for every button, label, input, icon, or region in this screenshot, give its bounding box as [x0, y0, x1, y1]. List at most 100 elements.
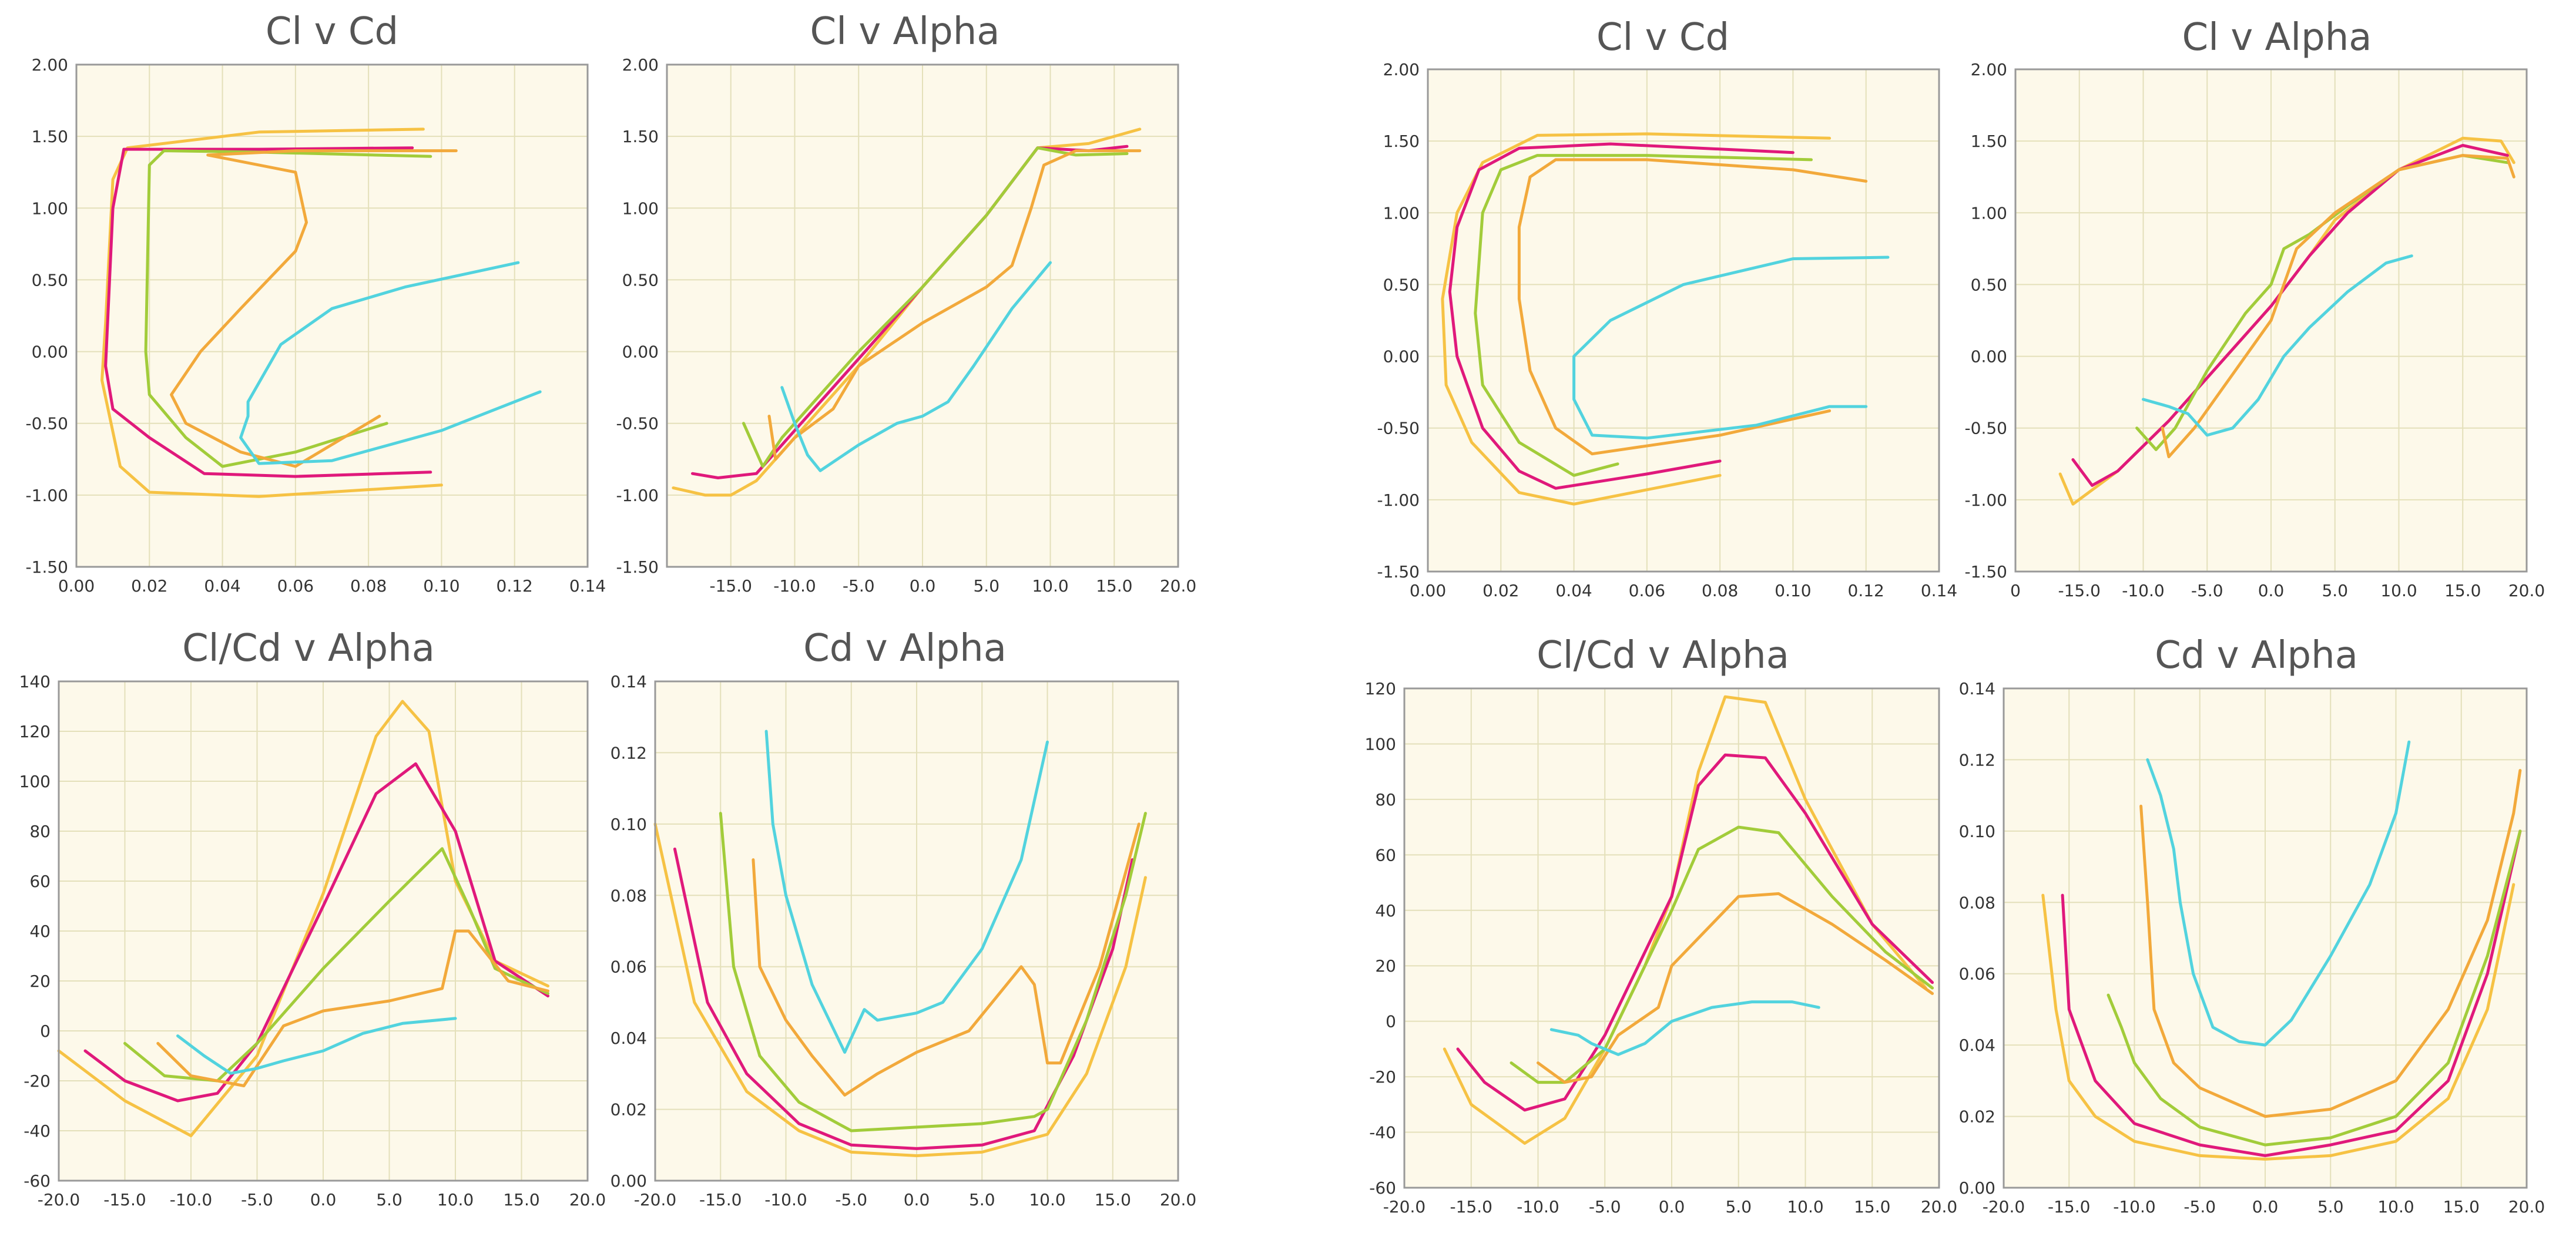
series-line-orange — [1537, 892, 1934, 1084]
y-tick-label: 2.00 — [32, 55, 68, 75]
series-line-orange — [1517, 158, 1868, 456]
series-line-orange — [2161, 154, 2515, 459]
y-tick-label: 1.00 — [32, 199, 68, 218]
x-tick-label: 0.06 — [1629, 581, 1665, 600]
y-tick-label: -1.00 — [1377, 490, 1420, 510]
series-line-cyan — [176, 1017, 457, 1075]
y-tick-label: 0.12 — [1959, 750, 1995, 769]
y-tick-label: 1.00 — [1383, 203, 1420, 223]
y-tick-label: 2.00 — [1971, 60, 2007, 79]
series-line-orange — [170, 149, 458, 468]
y-tick-label: 0.02 — [1959, 1107, 1995, 1127]
series-line-orange — [2139, 769, 2522, 1118]
x-tick-label: 0.00 — [1410, 581, 1446, 600]
plot-frame — [654, 680, 1179, 1182]
y-tick-label: 0.00 — [1959, 1178, 1995, 1198]
series-line-magenta — [691, 145, 1129, 479]
plot-frame — [2003, 687, 2528, 1189]
x-tick-label: 15.0 — [2444, 581, 2481, 600]
series-line-yellow — [2041, 883, 2515, 1161]
y-tick-label: -20 — [24, 1071, 51, 1091]
plot-area — [1428, 69, 1939, 572]
y-tick-label: 0.00 — [622, 342, 659, 362]
x-tick-label: -5.0 — [2191, 581, 2223, 600]
x-tick-label: -15.0 — [2048, 1197, 2090, 1217]
x-tick-label: 20.0 — [569, 1190, 606, 1209]
x-tick-label: 0 — [2010, 581, 2021, 600]
series-line-magenta — [83, 762, 549, 1103]
x-tick-label: -5.0 — [1589, 1197, 1621, 1217]
x-tick-label: 15.0 — [503, 1190, 539, 1209]
series-line-cyan — [764, 730, 1049, 1054]
y-tick-label: 1.50 — [1383, 132, 1420, 151]
series-line-green — [2107, 829, 2522, 1147]
series-line-cyan — [2146, 740, 2411, 1047]
y-tick-label: 1.50 — [1971, 132, 2007, 151]
x-tick-label: -15.0 — [710, 576, 752, 596]
y-tick-label: 0.06 — [611, 957, 647, 977]
series-line-yellow — [653, 822, 1147, 1157]
series-line-magenta — [104, 146, 432, 478]
y-tick-label: 0.14 — [1959, 679, 1995, 698]
y-tick-label: 40 — [1375, 901, 1396, 920]
chart-l3: Cl/Cd v Alpha -60 -40 -20 0 20 40 60 80 100 120 140… — [19, 627, 606, 1209]
y-tick-label: -0.50 — [26, 414, 68, 434]
y-tick-label: 20 — [1375, 956, 1396, 976]
chart-l4: Cd v Alpha 0.00 0.02 0.04 0.06 0.08 0.10 0.12 0.… — [611, 627, 1197, 1209]
y-tick-label: 0.02 — [611, 1100, 647, 1120]
x-tick-label: 5.0 — [2322, 581, 2348, 600]
x-tick-label: 10.0 — [2380, 581, 2417, 600]
y-tick-label: -1.00 — [26, 486, 68, 505]
y-tick-label: 100 — [19, 772, 51, 791]
chart-r1: Cl v Cd -1.50 -1.00 -0.50 0.00 0.50 1.00 1.50 2.… — [1377, 16, 1958, 600]
plot-frame — [75, 63, 589, 568]
x-tick-label: -20.0 — [1383, 1197, 1425, 1217]
x-tick-label: -10.0 — [170, 1190, 212, 1209]
x-tick-label: 0.0 — [2258, 581, 2285, 600]
x-tick-label: -5.0 — [2183, 1197, 2216, 1217]
y-tick-label: 0.50 — [32, 270, 68, 290]
y-tick-label: 0.00 — [1971, 347, 2007, 367]
x-tick-label: 0.04 — [1555, 581, 1592, 600]
x-tick-label: -10.0 — [764, 1190, 807, 1209]
y-tick-label: 0.00 — [611, 1171, 647, 1191]
series-line-yellow — [100, 127, 443, 498]
x-tick-label: 10.0 — [2377, 1197, 2414, 1217]
x-tick-label: 0.06 — [277, 576, 314, 596]
x-tick-label: -10.0 — [773, 576, 816, 596]
y-tick-label: -60 — [24, 1171, 51, 1191]
x-tick-label: 5.0 — [2317, 1197, 2344, 1217]
y-tick-label: 0.50 — [1971, 275, 2007, 294]
series-line-green — [742, 146, 1129, 468]
y-tick-label: -1.50 — [616, 557, 659, 577]
y-tick-label: -1.00 — [616, 486, 659, 505]
y-tick-label: 0.10 — [1959, 822, 1995, 841]
y-tick-label: -0.50 — [1965, 419, 2007, 438]
series-line-orange — [767, 149, 1142, 461]
x-tick-label: 10.0 — [1032, 576, 1068, 596]
x-tick-label: 20.0 — [1160, 576, 1196, 596]
x-tick-label: -15.0 — [2058, 581, 2101, 600]
x-tick-label: 0.0 — [904, 1190, 930, 1209]
series-line-green — [1474, 154, 1813, 477]
chart-r3: Cl/Cd v Alpha -60 -40 -20 0 20 40 60 80 100 120 -20… — [1365, 634, 1958, 1217]
x-tick-label: 20.0 — [2508, 581, 2545, 600]
y-tick-label: -0.50 — [616, 414, 659, 434]
y-tick-label: -1.50 — [1377, 562, 1420, 582]
y-tick-label: 140 — [19, 672, 51, 691]
chart-r2: Cl v Alpha-1.50-1.00-0.500.000.501.001.5… — [1965, 16, 2545, 600]
x-tick-label: -10.0 — [2122, 581, 2164, 600]
x-tick-label: 0.02 — [131, 576, 167, 596]
y-tick-label: 0.06 — [1959, 965, 1995, 984]
x-tick-label: 0.12 — [497, 576, 533, 596]
chart-title: Cl v Cd — [266, 10, 398, 53]
x-tick-label: 20.0 — [2508, 1197, 2545, 1217]
chart-l2: Cl v Alpha -1.50 -1.00 -0.50 0.00 0.50 1.00 1.5… — [616, 10, 1197, 596]
y-tick-label: 60 — [1375, 845, 1396, 865]
y-tick-label: -20 — [1369, 1067, 1396, 1087]
plot-frame — [1403, 687, 1940, 1189]
series-line-green — [144, 149, 432, 468]
plot-frame — [1427, 68, 1940, 573]
x-tick-label: 20.0 — [1921, 1197, 1957, 1217]
x-tick-label: -20.0 — [634, 1190, 676, 1209]
